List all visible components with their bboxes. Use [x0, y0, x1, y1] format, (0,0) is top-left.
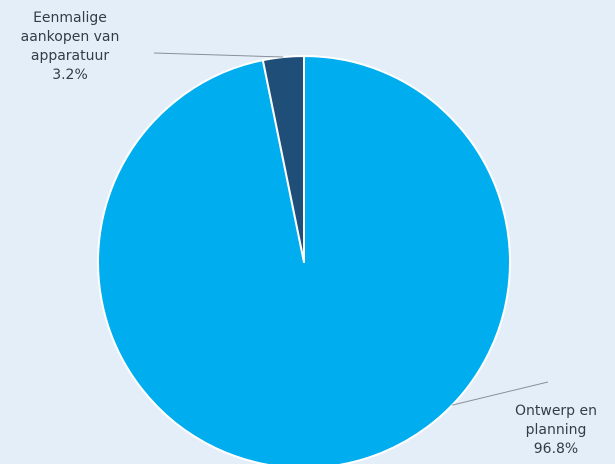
leader-line-0	[452, 381, 549, 406]
slice-value-label-1: 3.2%	[52, 67, 88, 83]
slice-category-label-0: Ontwerp en	[515, 403, 597, 419]
slice-label-0: Ontwerp en planning 96.8%	[515, 403, 597, 457]
slice-labels: Ontwerp en planning 96.8% Eenmalige aankopen…	[21, 10, 597, 457]
pie-slice-1	[261, 55, 305, 263]
leader-line-1	[153, 52, 284, 58]
slice-category-label-1: aankopen van	[21, 29, 120, 45]
leader-lines	[153, 52, 549, 406]
slice-value-label-0: 96.8%	[534, 441, 578, 457]
slice-category-label-1: Eenmalige	[33, 10, 107, 26]
slice-category-label-0: planning	[526, 422, 587, 438]
pie-slices	[97, 55, 511, 464]
slice-category-label-1: apparatuur	[31, 48, 110, 64]
slice-label-1: Eenmalige aankopen van apparatuur 3.2%	[21, 10, 120, 83]
